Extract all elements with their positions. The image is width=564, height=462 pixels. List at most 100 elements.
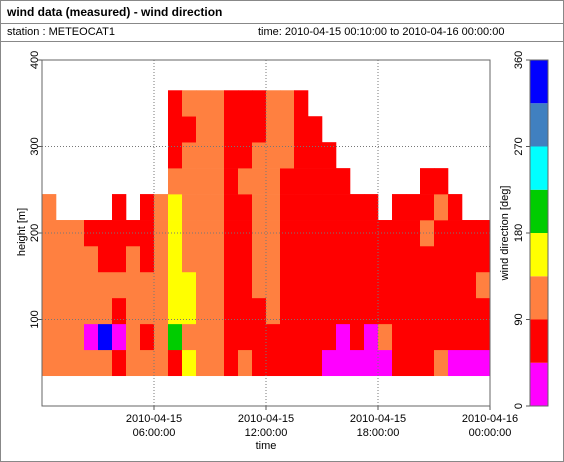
cell <box>56 349 71 377</box>
cell <box>462 245 477 273</box>
colorbar-band <box>530 189 548 233</box>
cell <box>252 271 267 299</box>
cell <box>168 116 183 143</box>
cell <box>42 297 57 325</box>
cell <box>364 245 379 273</box>
colorbar-tick-label: 180 <box>513 224 525 242</box>
y-axis-label: height [m] <box>16 208 28 256</box>
cell <box>406 323 421 351</box>
cell <box>42 323 57 351</box>
cell <box>364 323 379 351</box>
cell <box>294 168 309 195</box>
cell <box>252 349 267 377</box>
cell <box>406 349 421 377</box>
cell <box>266 194 281 221</box>
x-tick-label: 2010-04-15 06:00:00 <box>125 413 183 439</box>
cell <box>112 245 127 273</box>
colorbar-tick-label: 270 <box>513 137 525 155</box>
cell <box>112 323 127 351</box>
cell <box>378 349 393 377</box>
cell <box>154 297 169 325</box>
cell <box>434 245 449 273</box>
cell <box>294 90 309 117</box>
cell <box>126 245 141 273</box>
cell <box>280 271 295 299</box>
cell <box>350 194 365 221</box>
cell <box>434 297 449 325</box>
cell <box>266 90 281 117</box>
cell <box>196 142 211 169</box>
cell <box>84 297 99 325</box>
cell <box>210 220 225 247</box>
cell <box>42 220 57 247</box>
cell <box>280 90 295 117</box>
cell <box>140 349 155 377</box>
cell <box>70 271 85 299</box>
cell <box>378 271 393 299</box>
cell <box>238 245 253 273</box>
cell <box>266 323 281 351</box>
cell <box>182 194 197 221</box>
cell <box>168 297 183 325</box>
cell <box>252 116 267 143</box>
x-tick-label: 2010-04-15 12:00:00 <box>237 413 295 439</box>
cell <box>140 194 155 221</box>
cell <box>434 194 449 221</box>
cell <box>196 220 211 247</box>
cell <box>210 271 225 299</box>
cell <box>252 220 267 247</box>
cell <box>392 297 407 325</box>
cell <box>378 220 393 247</box>
cell <box>392 245 407 273</box>
cell <box>196 297 211 325</box>
cell <box>406 194 421 221</box>
cell <box>406 245 421 273</box>
cell <box>196 194 211 221</box>
plot-frame <box>41 59 491 407</box>
cell <box>56 297 71 325</box>
cell <box>308 323 323 351</box>
cell <box>168 271 183 299</box>
cell <box>84 220 99 247</box>
cell <box>280 194 295 221</box>
cell <box>350 297 365 325</box>
cell <box>294 220 309 247</box>
cell <box>420 194 435 221</box>
cell <box>126 297 141 325</box>
cell <box>182 297 197 325</box>
cell <box>84 245 99 273</box>
cell <box>420 220 435 247</box>
cell <box>266 142 281 169</box>
cell <box>238 194 253 221</box>
cell <box>168 220 183 247</box>
cell <box>336 323 351 351</box>
cell <box>154 220 169 247</box>
cell <box>406 220 421 247</box>
cell <box>182 349 197 377</box>
cell <box>322 271 337 299</box>
y-tick-label: 400 <box>29 51 41 69</box>
cell <box>294 245 309 273</box>
cell <box>294 116 309 143</box>
cell <box>210 245 225 273</box>
cell <box>336 297 351 325</box>
cell <box>126 323 141 351</box>
cell <box>238 297 253 325</box>
cell <box>224 323 239 351</box>
cell <box>70 323 85 351</box>
cell <box>126 220 141 247</box>
cell <box>140 271 155 299</box>
cell <box>280 323 295 351</box>
cell <box>224 349 239 377</box>
cell <box>98 323 113 351</box>
cell <box>238 142 253 169</box>
cell <box>294 323 309 351</box>
cell <box>210 194 225 221</box>
cell <box>182 245 197 273</box>
cell <box>280 168 295 195</box>
cell <box>70 220 85 247</box>
cell <box>224 245 239 273</box>
cell <box>378 245 393 273</box>
cell <box>126 349 141 377</box>
